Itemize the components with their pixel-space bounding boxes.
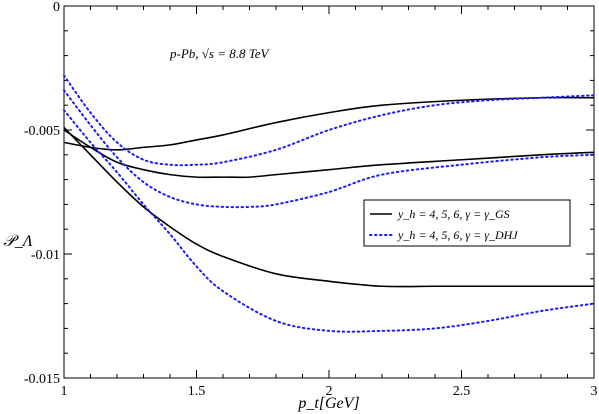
series-line-dhj-1 — [63, 74, 595, 167]
plot-frame — [63, 5, 595, 379]
y-tick-label: 0 — [53, 0, 60, 15]
x-tick-label: 2.5 — [453, 384, 471, 399]
legend: y_h = 4, 5, 6, γ = γ_GS y_h = 4, 5, 6, γ… — [363, 199, 571, 247]
annotation-text: p-Pb, √s = 8.8 TeV — [169, 46, 271, 61]
series-line-gs-2 — [63, 129, 595, 179]
x-tick-label: 2 — [326, 384, 333, 399]
x-axis-label: p_t[GeV] — [297, 395, 359, 412]
x-tick-label: 1.5 — [188, 384, 206, 399]
axis-tick-labels: 1 1.5 2 2.5 3 0 -0.005 -0.01 -0.015 — [24, 0, 598, 399]
y-tick-label: -0.01 — [31, 248, 60, 263]
series-line-dhj-3 — [63, 109, 595, 333]
y-axis-label: 𝒫_Λ — [3, 233, 33, 250]
series-line-gs-1 — [63, 96, 595, 151]
x-tick-label: 1 — [61, 384, 68, 399]
legend-label-dotted: y_h = 4, 5, 6, γ = γ_DHJ — [397, 228, 518, 242]
x-tick-label: 3 — [591, 384, 598, 399]
y-tick-label: -0.015 — [24, 372, 60, 387]
legend-label-solid: y_h = 4, 5, 6, γ = γ_GS — [397, 207, 510, 221]
y-tick-label: -0.005 — [24, 124, 60, 139]
legend-box — [363, 199, 571, 247]
series-line-gs-3 — [63, 126, 594, 288]
series-line-dhj-2 — [63, 89, 595, 209]
data-curves — [63, 74, 595, 333]
axis-ticks — [63, 5, 595, 379]
